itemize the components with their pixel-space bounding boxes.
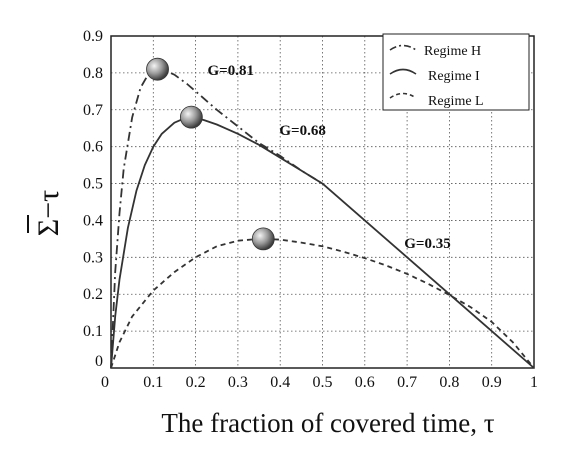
y-tick-label: 0.9: [83, 28, 103, 45]
legend-label-regime-h: Regime H: [424, 44, 481, 59]
x-tick-label: 0.6: [355, 374, 375, 391]
maximum-label: G=0.35: [404, 236, 450, 252]
maximum-marker: [251, 227, 275, 251]
legend: Regime H Regime I Regime L: [382, 33, 530, 111]
plot-frame: [110, 35, 535, 369]
y-label-symbol: Σ: [32, 219, 65, 236]
x-axis-label: The fraction of covered time, τ: [161, 408, 494, 438]
x-tick-label: 0.4: [270, 374, 290, 391]
x-tick-label: 0: [101, 374, 109, 391]
y-label-suffix: −τ: [32, 190, 65, 219]
y-tick-label: 0.4: [83, 212, 103, 229]
maximum-marker: [179, 105, 203, 129]
svg-text:Σ−τ: Σ−τ: [32, 190, 65, 236]
series-line-regime-l: [110, 238, 535, 369]
maxima-annotations: G=0.81 G=0.68 G=0.35: [208, 63, 451, 252]
y-tick-label: 0.7: [83, 102, 103, 119]
legend-line-regime-i: [389, 68, 417, 75]
series-line-regime-i: [110, 116, 535, 369]
x-tick-label: 0.2: [186, 374, 206, 391]
legend-label-regime-i: Regime I: [428, 69, 480, 84]
y-tick-label: 0.1: [83, 323, 103, 340]
maxima-markers: [146, 57, 275, 251]
legend-line-regime-l: [389, 92, 417, 99]
x-tick-label: 0.8: [439, 374, 459, 391]
tick-labels: 0 0.1 0.2 0.3 0.4 0.5 0.6 0.7 0.8 0.9 1 0 0.1 0.2 0.3 0…: [83, 28, 538, 391]
x-tick-label: 0.5: [313, 374, 333, 391]
maximum-label: G=0.81: [208, 63, 254, 79]
series-lines: [110, 68, 535, 369]
x-tick-label: 0.9: [482, 374, 502, 391]
y-tick-label: 0.5: [83, 176, 103, 193]
x-tick-label: 1: [530, 374, 538, 391]
y-tick-label: 0.3: [83, 249, 103, 266]
y-tick-label: 0.2: [83, 286, 103, 303]
maximum-marker: [146, 57, 169, 81]
series-line-regime-h: [110, 68, 323, 369]
x-tick-label: 0.3: [228, 374, 248, 391]
y-tick-label: 0.6: [83, 139, 103, 156]
y-tick-label: 0.8: [83, 65, 103, 82]
legend-line-regime-h: [389, 44, 417, 51]
x-tick-label: 0.7: [397, 374, 417, 391]
y-tick-label: 0: [95, 353, 103, 370]
maximum-label: G=0.68: [279, 123, 325, 139]
x-tick-label: 0.1: [143, 374, 163, 391]
y-axis-label: Σ−τ: [27, 190, 65, 236]
legend-label-regime-l: Regime L: [428, 94, 484, 109]
